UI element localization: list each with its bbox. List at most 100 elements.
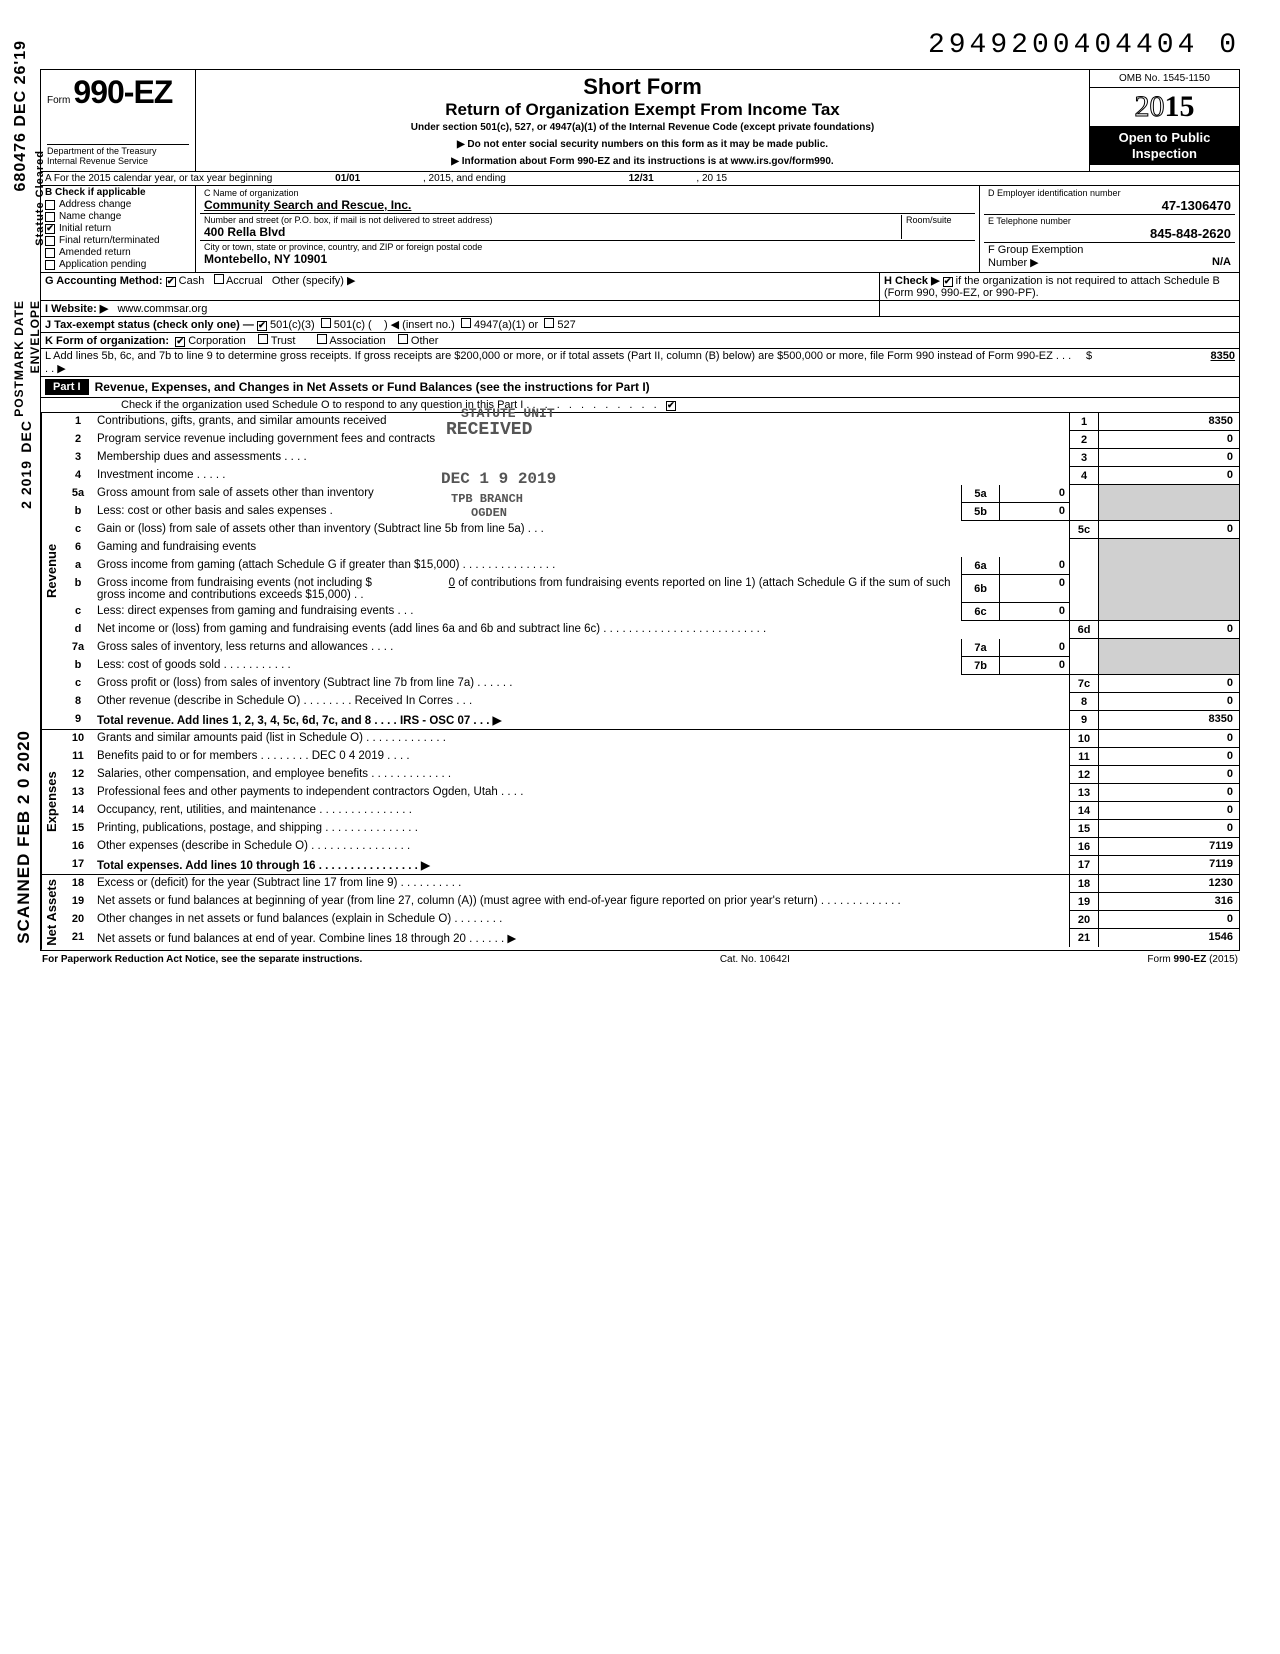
line-7b-val: 0 bbox=[999, 657, 1069, 675]
line-17-val: 7119 bbox=[1099, 856, 1239, 874]
line-6a-val: 0 bbox=[999, 557, 1069, 575]
addr-label: Number and street (or P.O. box, if mail … bbox=[204, 215, 901, 225]
line-6b-val: 0 bbox=[999, 575, 1069, 603]
cb-corp[interactable]: ✔ bbox=[175, 337, 185, 347]
cb-amended[interactable] bbox=[45, 248, 55, 258]
cb-trust[interactable] bbox=[258, 334, 268, 344]
part1-title: Revenue, Expenses, and Changes in Net As… bbox=[95, 380, 1235, 394]
line-k: K Form of organization: ✔ Corporation Tr… bbox=[41, 333, 1239, 348]
tax-year-begin: 01/01 bbox=[335, 173, 360, 184]
line-h: H Check ▶ ✔ if the organization is not r… bbox=[879, 273, 1239, 300]
cb-501c[interactable] bbox=[321, 318, 331, 328]
c-label: C Name of organization bbox=[204, 188, 971, 198]
line-18-val: 1230 bbox=[1099, 875, 1239, 893]
line-21-val: 1546 bbox=[1099, 929, 1239, 947]
cb-501c3[interactable]: ✔ bbox=[257, 321, 267, 331]
line-2-val: 0 bbox=[1099, 431, 1239, 449]
cb-app-pending[interactable] bbox=[45, 260, 55, 270]
stamp-statute-cleared: Statute Cleared bbox=[34, 150, 46, 246]
line-9-val: 8350 bbox=[1099, 711, 1239, 729]
line-19-val: 316 bbox=[1099, 893, 1239, 911]
cb-initial-return[interactable]: ✔ bbox=[45, 224, 55, 234]
footer-left: For Paperwork Reduction Act Notice, see … bbox=[42, 954, 362, 965]
org-address: 400 Rella Blvd bbox=[204, 225, 901, 239]
tax-year-end: 12/31 bbox=[629, 173, 654, 184]
line-16-val: 7119 bbox=[1099, 838, 1239, 856]
omb-number: OMB No. 1545-1150 bbox=[1090, 70, 1239, 88]
line-5a-val: 0 bbox=[999, 485, 1069, 503]
cb-4947[interactable] bbox=[461, 318, 471, 328]
form-number: 990-EZ bbox=[73, 74, 172, 110]
line-3-val: 0 bbox=[1099, 449, 1239, 467]
tax-year: 2015 bbox=[1090, 88, 1239, 126]
under-section: Under section 501(c), 527, or 4947(a)(1)… bbox=[204, 122, 1081, 133]
dept-irs: Internal Revenue Service bbox=[47, 157, 189, 167]
warn-info: ▶ Information about Form 990-EZ and its … bbox=[204, 156, 1081, 167]
line-i: I Website: ▶ www.commsar.org bbox=[41, 301, 879, 316]
org-name: Community Search and Rescue, Inc. bbox=[204, 198, 971, 212]
revenue-label: Revenue bbox=[41, 413, 61, 729]
cb-name-change[interactable] bbox=[45, 212, 55, 222]
footer-catno: Cat. No. 10642I bbox=[720, 954, 790, 965]
line-6d-val: 0 bbox=[1099, 621, 1239, 639]
city-label: City or town, state or province, country… bbox=[204, 242, 971, 252]
line-a: A For the 2015 calendar year, or tax yea… bbox=[41, 172, 1239, 185]
org-city: Montebello, NY 10901 bbox=[204, 252, 971, 266]
stamp-680476: 680476 DEC 26'19 bbox=[12, 40, 30, 191]
stamp-scanned: SCANNED FEB 2 0 2020 bbox=[14, 730, 34, 944]
line-7c-val: 0 bbox=[1099, 675, 1239, 693]
box-b: B Check if applicable Address change Nam… bbox=[41, 186, 196, 272]
line-20-val: 0 bbox=[1099, 911, 1239, 929]
return-title: Return of Organization Exempt From Incom… bbox=[204, 100, 1081, 120]
line-1-val: 8350 bbox=[1099, 413, 1239, 431]
cb-cash[interactable]: ✔ bbox=[166, 277, 176, 287]
line-6c-val: 0 bbox=[999, 603, 1069, 621]
line-g: G Accounting Method: ✔ Cash Accrual Othe… bbox=[41, 273, 879, 300]
stamp-postmark: POSTMARK DATE bbox=[12, 300, 26, 417]
net-assets-label: Net Assets bbox=[41, 875, 61, 950]
line-l-value: 8350 bbox=[1099, 349, 1239, 376]
tracking-number: 2949200404404 0 bbox=[40, 30, 1240, 61]
line-5c-val: 0 bbox=[1099, 521, 1239, 539]
line-7a-val: 0 bbox=[999, 639, 1069, 657]
header-title-box: Short Form Return of Organization Exempt… bbox=[196, 70, 1089, 171]
footer-formref: Form 990-EZ (2015) bbox=[1147, 954, 1238, 965]
cb-address-change[interactable] bbox=[45, 200, 55, 210]
line-8-val: 0 bbox=[1099, 693, 1239, 711]
f-label: F Group Exemption bbox=[988, 244, 1083, 256]
line-13-val: 0 bbox=[1099, 784, 1239, 802]
line-11-val: 0 bbox=[1099, 748, 1239, 766]
cb-sched-o[interactable]: ✔ bbox=[666, 401, 676, 411]
cb-no-sched-b[interactable]: ✔ bbox=[943, 277, 953, 287]
line-j: J Tax-exempt status (check only one) — ✔… bbox=[41, 317, 1239, 332]
cb-assoc[interactable] bbox=[317, 334, 327, 344]
stamp-dec: DEC bbox=[18, 420, 34, 453]
line-4-val: 0 bbox=[1099, 467, 1239, 485]
part1-header: Part I bbox=[45, 379, 89, 395]
short-form-label: Short Form bbox=[204, 74, 1081, 100]
header-left-box: Form 990-EZ Department of the Treasury I… bbox=[41, 70, 196, 171]
ein: 47-1306470 bbox=[988, 198, 1231, 213]
line-5b-val: 0 bbox=[999, 503, 1069, 521]
line-15-val: 0 bbox=[1099, 820, 1239, 838]
group-exemption: N/A bbox=[1212, 256, 1231, 268]
line-l: L Add lines 5b, 6c, and 7b to line 9 to … bbox=[41, 349, 1079, 376]
cb-final-return[interactable] bbox=[45, 236, 55, 246]
part1-sub: Check if the organization used Schedule … bbox=[41, 398, 1239, 412]
cb-527[interactable] bbox=[544, 318, 554, 328]
expenses-label: Expenses bbox=[41, 730, 61, 874]
telephone: 845-848-2620 bbox=[988, 226, 1231, 241]
form-prefix: Form bbox=[47, 95, 70, 106]
cb-accrual[interactable] bbox=[214, 274, 224, 284]
d-label: D Employer identification number bbox=[988, 188, 1231, 198]
line-14-val: 0 bbox=[1099, 802, 1239, 820]
room-suite-label: Room/suite bbox=[901, 215, 971, 239]
warn-ssn: ▶ Do not enter social security numbers o… bbox=[204, 139, 1081, 150]
line-12-val: 0 bbox=[1099, 766, 1239, 784]
cb-other-org[interactable] bbox=[398, 334, 408, 344]
website: www.commsar.org bbox=[117, 303, 207, 315]
e-label: E Telephone number bbox=[988, 216, 1231, 226]
open-to-public: Open to Public Inspection bbox=[1090, 126, 1239, 165]
line-10-val: 0 bbox=[1099, 730, 1239, 748]
stamp-2-2019: 2 2019 bbox=[18, 460, 34, 509]
